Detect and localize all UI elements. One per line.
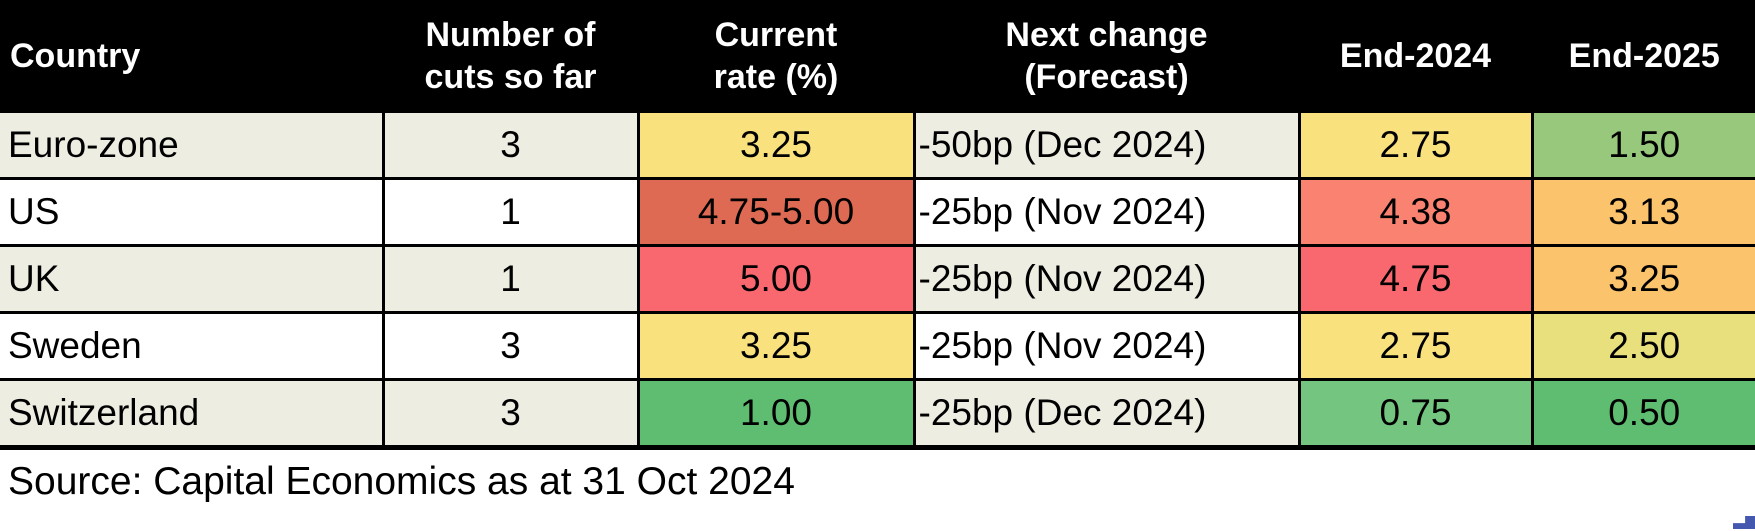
table-row: US 1 4.75-5.00 -25bp (Nov 2024) 4.38 3.1… <box>0 177 1755 247</box>
cell-end-2024: 0.75 <box>1297 378 1534 449</box>
cell-next-change: -25bp (Nov 2024) <box>912 177 1301 247</box>
cell-cuts: 3 <box>381 378 640 449</box>
cell-current-rate: 1.00 <box>636 378 916 449</box>
cell-cuts: 3 <box>381 110 640 180</box>
cell-next-change: -25bp (Nov 2024) <box>912 311 1301 381</box>
header-end-2024: End-2024 <box>1297 0 1534 113</box>
cell-current-rate: 3.25 <box>636 110 916 180</box>
cell-end-2024: 4.75 <box>1297 244 1534 314</box>
header-next-change: Next change (Forecast) <box>912 0 1301 113</box>
table-row: Switzerland 3 1.00 -25bp (Dec 2024) 0.75… <box>0 378 1755 449</box>
cell-end-2024: 2.75 <box>1297 311 1534 381</box>
header-cuts-so-far: Number of cuts so far <box>381 0 640 113</box>
source-note: Source: Capital Economics as at 31 Oct 2… <box>8 460 795 503</box>
header-current-rate: Current rate (%) <box>636 0 916 113</box>
cell-next-change: -50bp (Dec 2024) <box>912 110 1301 180</box>
table-row: Sweden 3 3.25 -25bp (Nov 2024) 2.75 2.50 <box>0 311 1755 381</box>
cell-current-rate: 5.00 <box>636 244 916 314</box>
cell-country: Switzerland <box>0 378 385 449</box>
cell-current-rate: 4.75-5.00 <box>636 177 916 247</box>
logo-fragment-icon <box>1733 516 1755 529</box>
cell-end-2025: 3.13 <box>1530 177 1755 247</box>
cell-next-change: -25bp (Nov 2024) <box>912 244 1301 314</box>
table-header-row: Country Number of cuts so far Current ra… <box>0 0 1755 113</box>
cell-country: Sweden <box>0 311 385 381</box>
cell-end-2024: 4.38 <box>1297 177 1534 247</box>
cell-cuts: 1 <box>381 177 640 247</box>
rates-table: Country Number of cuts so far Current ra… <box>0 0 1755 450</box>
cell-cuts: 3 <box>381 311 640 381</box>
cell-country: Euro-zone <box>0 110 385 180</box>
cell-next-change: -25bp (Dec 2024) <box>912 378 1301 449</box>
cell-end-2024: 2.75 <box>1297 110 1534 180</box>
cell-country: UK <box>0 244 385 314</box>
cell-cuts: 1 <box>381 244 640 314</box>
cell-end-2025: 3.25 <box>1530 244 1755 314</box>
cell-end-2025: 0.50 <box>1530 378 1755 449</box>
cell-end-2025: 1.50 <box>1530 110 1755 180</box>
header-country: Country <box>0 0 385 113</box>
header-end-2025: End-2025 <box>1530 0 1755 113</box>
table-row: Euro-zone 3 3.25 -50bp (Dec 2024) 2.75 1… <box>0 110 1755 180</box>
cell-country: US <box>0 177 385 247</box>
cell-end-2025: 2.50 <box>1530 311 1755 381</box>
table-row: UK 1 5.00 -25bp (Nov 2024) 4.75 3.25 <box>0 244 1755 314</box>
cell-current-rate: 3.25 <box>636 311 916 381</box>
table-footer: Source: Capital Economics as at 31 Oct 2… <box>0 452 1755 531</box>
